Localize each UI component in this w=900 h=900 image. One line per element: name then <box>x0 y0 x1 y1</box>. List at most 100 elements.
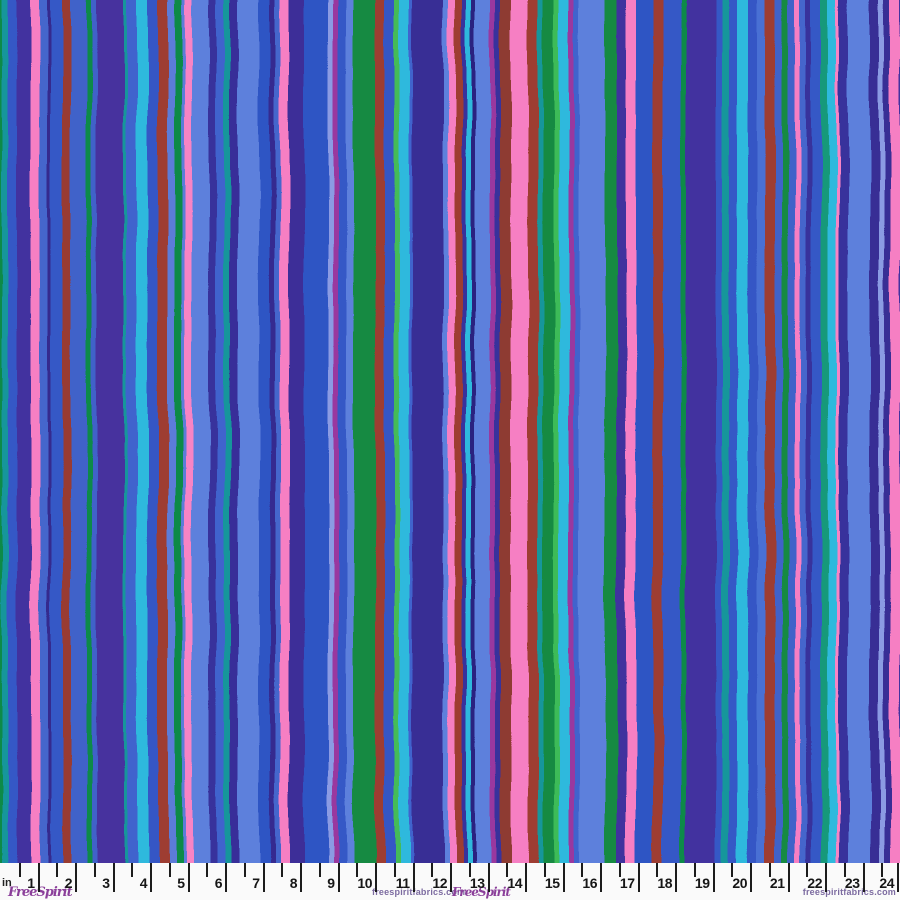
ruler-inch-tick <box>375 863 377 892</box>
ruler-inch-tick <box>525 863 527 892</box>
fabric-stripe <box>500 0 511 863</box>
fabric-stripe <box>554 0 560 863</box>
fabric-stripe <box>889 0 900 863</box>
ruler-number: 4 <box>139 875 148 891</box>
fabric-stripe <box>91 0 97 863</box>
ruler-inch-tick <box>487 863 490 892</box>
fabric-stripe <box>795 0 801 863</box>
ruler-inch-tick <box>712 863 715 892</box>
fabric-stripe <box>578 0 606 863</box>
ruler-number: 18 <box>657 875 672 891</box>
ruler-half-inch-tick <box>543 863 546 877</box>
fabric-stripe <box>559 0 569 863</box>
ruler-half-inch-tick <box>618 863 621 877</box>
ruler-inch-tick <box>450 863 452 892</box>
ruler-inch-tick <box>637 863 640 892</box>
ruler-inch-tick <box>262 863 265 892</box>
ruler-inch-tick <box>37 863 40 892</box>
fabric-stripe <box>2 0 9 863</box>
fabric-stripe <box>800 0 806 863</box>
fabric-stripe <box>848 0 870 863</box>
ruler-half-inch-tick <box>56 863 59 877</box>
fabric-stripe <box>8 0 18 863</box>
fabric-stripe <box>737 0 748 863</box>
ruler-number: 13 <box>469 875 485 891</box>
fabric-stripe <box>259 0 270 863</box>
fabric-stripe <box>215 0 224 863</box>
ruler-half-inch-tick <box>318 863 321 877</box>
fabric-stripe <box>185 0 193 863</box>
fabric-stripe <box>208 0 216 863</box>
fabric-stripe <box>353 0 376 863</box>
ruler-half-inch-tick <box>843 863 846 877</box>
fabric-stripe <box>820 0 828 863</box>
fabric-stripe <box>447 0 455 863</box>
ruler-number: 2 <box>64 875 73 891</box>
fabric-stripe <box>157 0 168 863</box>
ruler-number: 14 <box>507 875 522 891</box>
fabric-stripe <box>288 0 305 863</box>
fabric-stripe <box>722 0 730 863</box>
fabric-stripe <box>412 0 443 863</box>
fabric-stripe <box>124 0 128 863</box>
ruler-half-inch-tick <box>243 863 246 877</box>
ruler-number: 6 <box>214 875 223 891</box>
ruler-inch-tick <box>897 863 899 892</box>
fabric-stripe <box>223 0 230 863</box>
fabric-stripe <box>17 0 31 863</box>
website-url: freespiritfabrics.com <box>802 887 896 897</box>
fabric-stripe <box>605 0 618 863</box>
fabric-stripe <box>747 0 757 863</box>
ruler-inch-tick <box>825 863 827 892</box>
fabric-stripe <box>304 0 328 863</box>
fabric-stripe <box>461 0 466 863</box>
ruler-half-inch-tick <box>168 863 171 877</box>
ruler-half-inch-tick <box>806 863 809 877</box>
fabric-stripe <box>839 0 849 863</box>
fabric-stripe <box>229 0 239 863</box>
fabric-stripe <box>775 0 783 863</box>
freespirit-logo: FreeSpirit <box>8 885 73 900</box>
fabric-stripe <box>782 0 789 863</box>
ruler-number: 5 <box>177 875 185 891</box>
ruler-number: 17 <box>619 875 635 891</box>
fabric-stripe <box>47 0 51 863</box>
ruler-number: 9 <box>327 875 335 891</box>
fabric-stripe <box>827 0 837 863</box>
fabric-stripe <box>653 0 664 863</box>
ruler-half-inch-tick <box>468 863 471 877</box>
fabric-stripe <box>538 0 544 863</box>
fabric-stripe <box>568 0 574 863</box>
fabric-stripe <box>408 0 413 863</box>
ruler-number: 22 <box>807 875 822 891</box>
ruler-unit-label: in <box>2 877 12 889</box>
fabric-stripe <box>495 0 501 863</box>
ruler-inch-tick <box>675 863 677 892</box>
fabric-stripe <box>805 0 811 863</box>
fabric-stripe <box>810 0 821 863</box>
fabric-stripe <box>442 0 448 863</box>
ruler-number: 15 <box>544 875 560 891</box>
ruler-half-inch-tick <box>881 863 884 877</box>
fabric-stripe <box>269 0 275 863</box>
ruler-inch-tick <box>187 863 190 892</box>
ruler-half-inch-tick <box>356 863 359 877</box>
fabric-stripe <box>573 0 579 863</box>
ruler-half-inch-tick <box>131 863 134 877</box>
fabric-stripe <box>137 0 148 863</box>
fabric-stripe <box>878 0 884 863</box>
ruler-half-inch-tick <box>768 863 771 877</box>
fabric-stripe <box>127 0 138 863</box>
website-url: freespiritfabrics.com <box>372 887 466 897</box>
ruler-number: 3 <box>102 875 110 891</box>
fabric-stripe <box>39 0 48 863</box>
ruler-half-inch-tick <box>656 863 659 877</box>
ruler-number: 21 <box>769 875 785 891</box>
fabric-stripe <box>625 0 636 863</box>
ruler-half-inch-tick <box>93 863 96 877</box>
fabric-stripe <box>617 0 626 863</box>
fabric-stripe <box>86 0 92 863</box>
fabric-stripe <box>182 0 186 863</box>
fabric-stripe <box>30 0 40 863</box>
fabric-stripe-row <box>0 0 900 863</box>
